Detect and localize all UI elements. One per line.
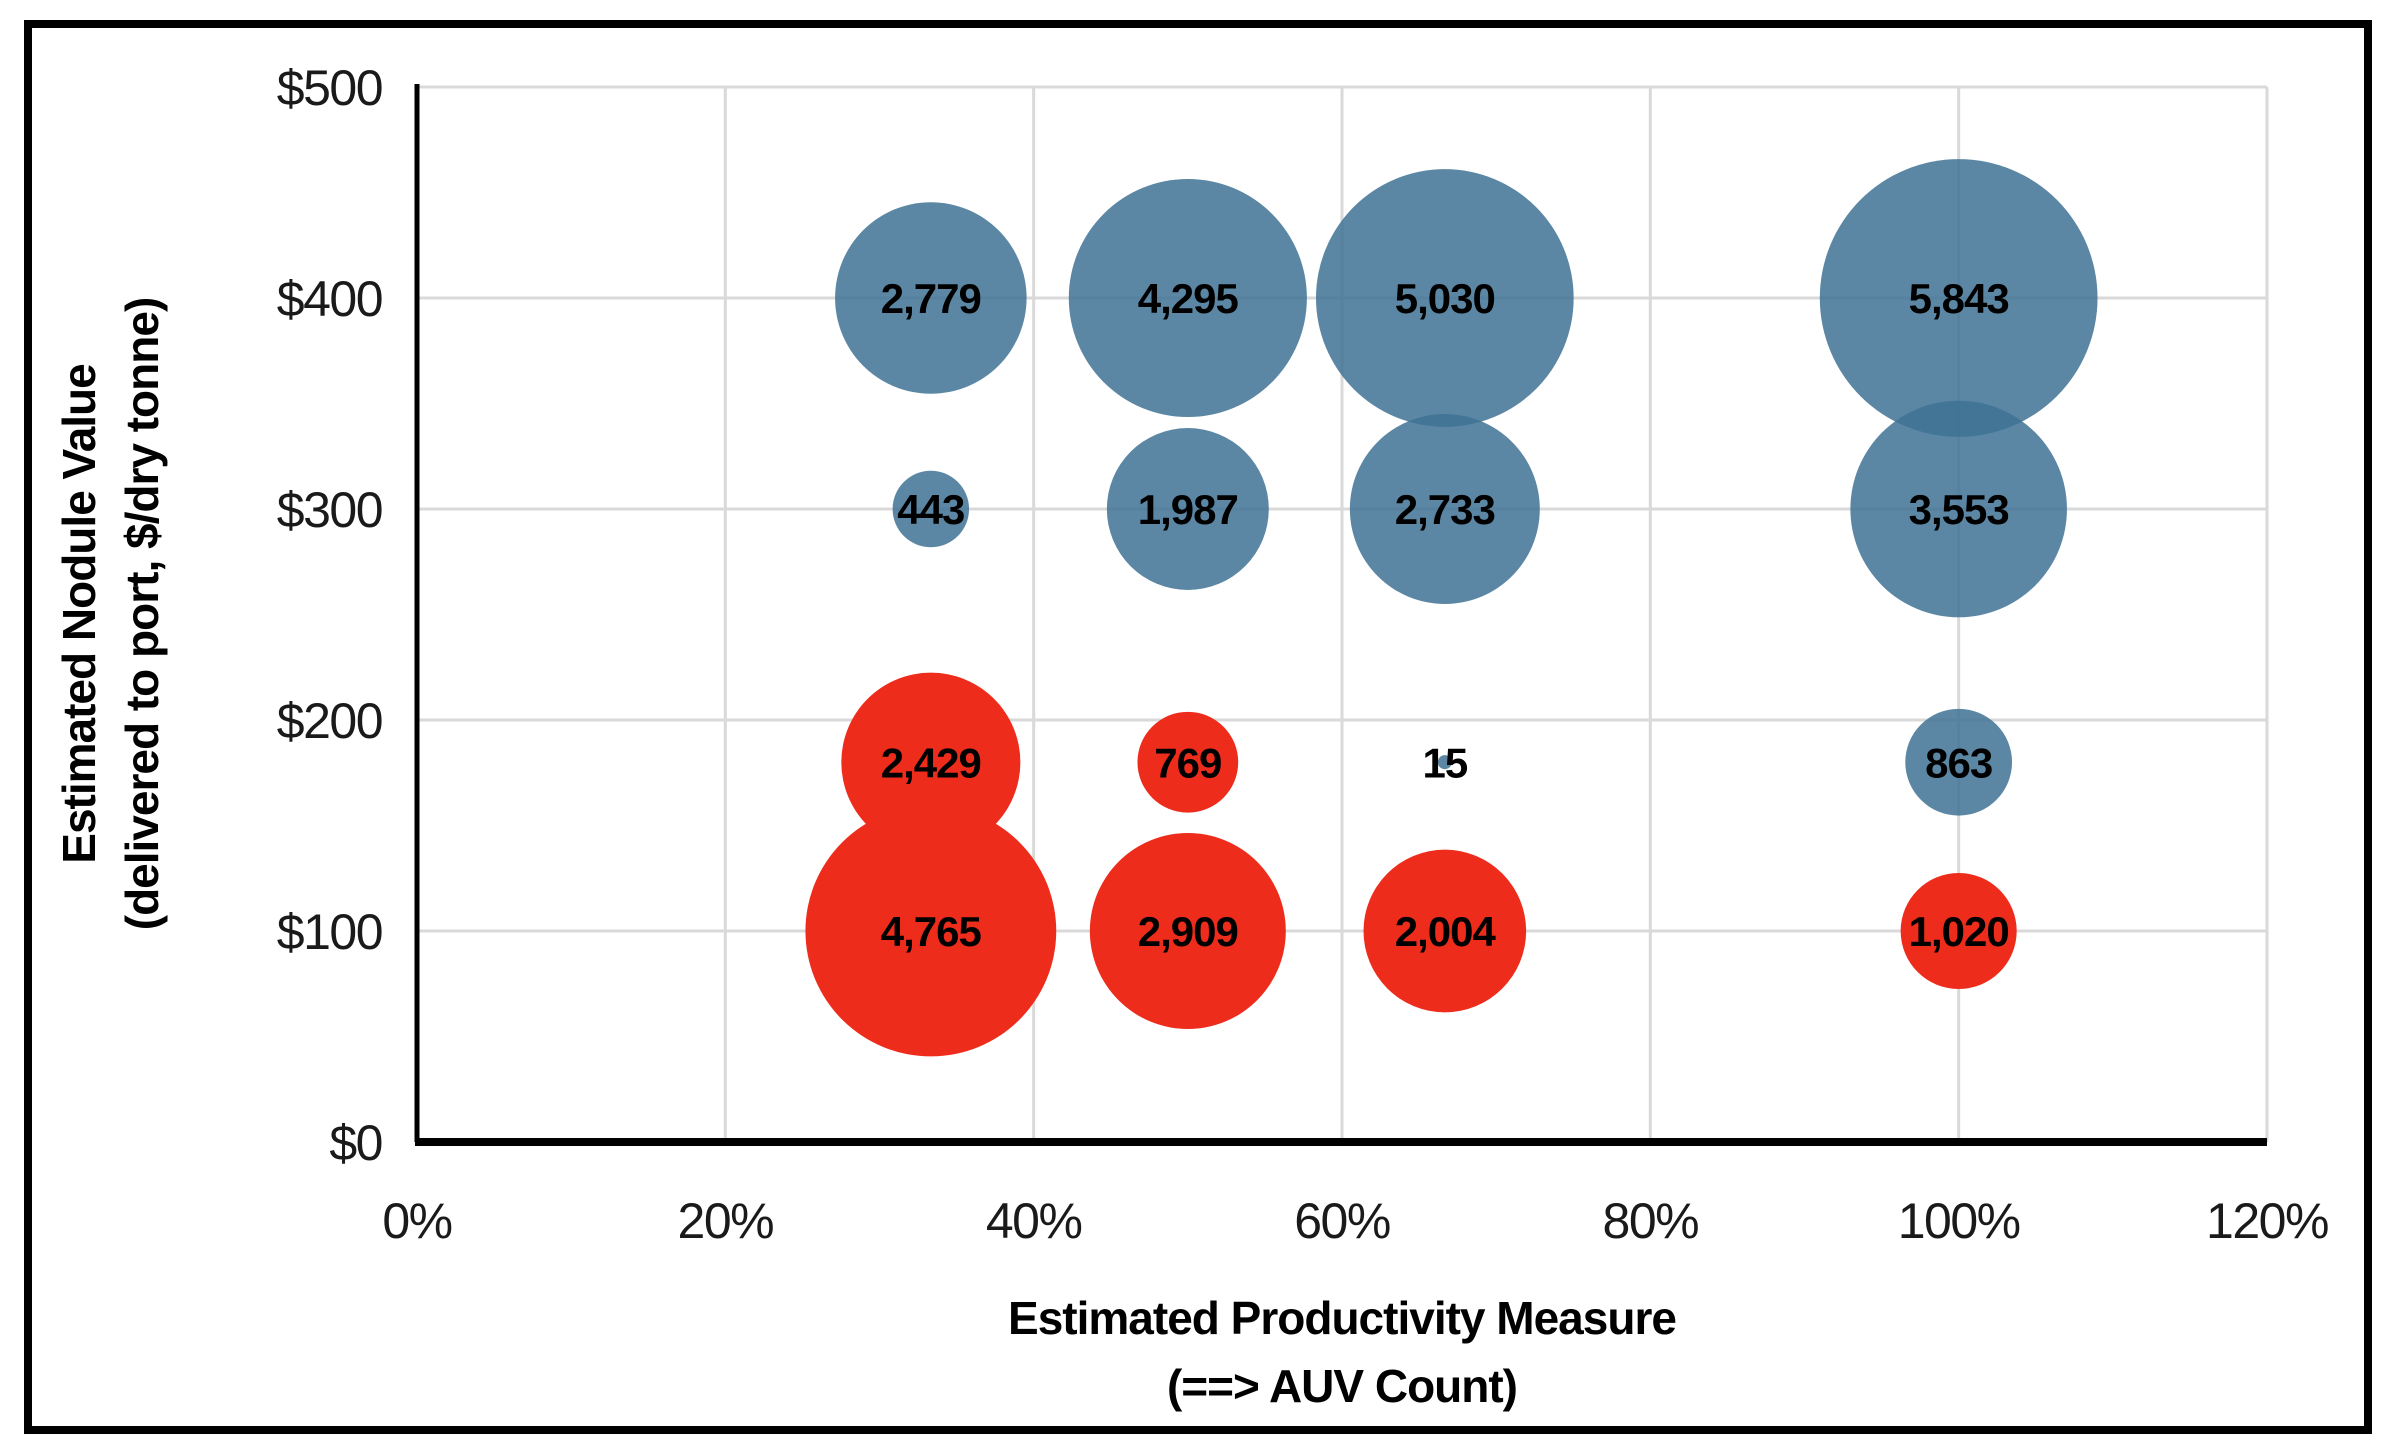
blue-positive-bubble — [1850, 400, 2067, 618]
bubble-value-label: 2,004 — [1395, 908, 1497, 955]
y-axis-title-line2: (delivered to port, $/dry tonne) — [116, 298, 168, 931]
axes — [414, 84, 2267, 1146]
tick-labels: 0% 20% 40% 60% 80% 100% 120% $0 $100 $200 $300 $400… — [277, 60, 2330, 1249]
bubble-value-label: 2,733 — [1395, 486, 1495, 533]
y-tick-label: $500 — [277, 60, 382, 116]
x-tick-label: 80% — [1603, 1193, 1699, 1249]
blue-positive-bubble — [1437, 755, 1452, 770]
y-tick-label: $100 — [277, 904, 382, 960]
x-tick-label: 60% — [1294, 1193, 1390, 1249]
blue-positive-bubble — [835, 202, 1027, 394]
bubble-value-label: 2,429 — [881, 739, 981, 786]
red-negative-bubble — [841, 672, 1021, 852]
bubble-value-label: 5,843 — [1909, 275, 2009, 322]
bubble-value-label: 3,553 — [1909, 486, 2009, 533]
red-negative-bubble — [1089, 833, 1286, 1029]
blue-positive-bubble — [1315, 169, 1574, 427]
bubble-value-label: 2,909 — [1138, 908, 1238, 955]
blue-positive-bubble — [892, 470, 970, 548]
y-tick-label: $300 — [277, 482, 382, 538]
bubble-value-label: 5,030 — [1395, 275, 1495, 322]
bubble-value-label: 1,987 — [1138, 486, 1238, 533]
blue-positive-bubble — [1349, 414, 1540, 604]
blue-positive-bubble — [1905, 708, 2013, 816]
bubble-value-label: 15 — [1422, 739, 1467, 786]
x-tick-label: 0% — [382, 1193, 451, 1249]
blue-positive-bubble — [1068, 178, 1307, 418]
bubbles — [805, 159, 2098, 1057]
blue-positive-bubble — [1819, 159, 2098, 437]
x-tick-label: 100% — [1898, 1193, 2020, 1249]
red-negative-bubble — [1137, 711, 1239, 813]
x-axis-title-line1: Estimated Productivity Measure — [1008, 1292, 1676, 1344]
bubble-labels: 2,779 4,295 5,030 5,843 443 1,987 2,733 3,553 15… — [881, 275, 2010, 955]
blue-positive-bubble — [1106, 428, 1269, 590]
y-axis-title-line1: Estimated Nodule Value — [53, 364, 105, 864]
bubble-value-label: 1,020 — [1909, 908, 2009, 955]
x-axis-title-line2: (==> AUV Count) — [1167, 1360, 1517, 1412]
red-negative-bubble — [1900, 872, 2017, 990]
x-axis-title: Estimated Productivity Measure (==> AUV … — [1008, 1292, 1677, 1412]
y-tick-label: $0 — [329, 1115, 382, 1171]
bubble-value-label: 2,779 — [881, 275, 981, 322]
y-axis-title: Estimated Nodule Value (delivered to por… — [53, 298, 168, 931]
x-tick-label: 20% — [678, 1193, 774, 1249]
bubble-value-label: 4,765 — [881, 908, 982, 955]
y-tick-label: $400 — [277, 271, 382, 327]
x-tick-label: 120% — [2206, 1193, 2328, 1249]
bubble-value-label: 4,295 — [1138, 275, 1239, 322]
y-tick-label: $200 — [277, 693, 382, 749]
bubble-value-label: 769 — [1154, 739, 1221, 786]
bubble-value-label: 863 — [1925, 739, 1992, 786]
red-negative-bubble — [805, 805, 1057, 1057]
x-tick-label: 40% — [986, 1193, 1082, 1249]
bubble-value-label: 443 — [897, 486, 964, 533]
red-negative-bubble — [1363, 849, 1527, 1013]
